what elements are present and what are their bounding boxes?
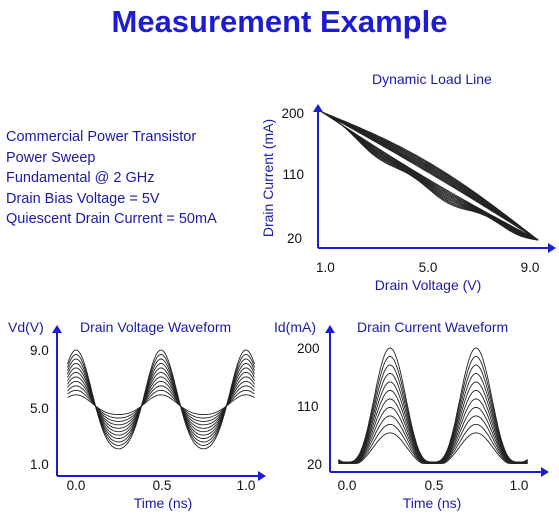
drain-current-trace (338, 347, 528, 463)
page-title: Measurement Example (111, 4, 448, 39)
vd-y-label: Vd(V) (8, 319, 44, 335)
load-line-x-tick-1: 1.0 (316, 260, 335, 275)
id-y-tick-110: 110 (297, 399, 319, 414)
id-x-tick-1: 1.0 (510, 478, 529, 493)
load-line-trace (321, 111, 539, 241)
id-x-arrow (541, 467, 549, 477)
info-line-quiescent: Quiescent Drain Current = 50mA (6, 211, 217, 227)
id-y-label: Id(mA) (274, 319, 316, 335)
load-line-x-label: Drain Voltage (V) (375, 277, 482, 293)
drain-voltage-traces (67, 349, 255, 450)
load-line-y-arrow (313, 104, 323, 112)
id-y-tick-200: 200 (297, 341, 320, 356)
id-y-tick-20: 20 (307, 457, 322, 472)
id-x-tick-0: 0.0 (338, 478, 357, 493)
drain-current-trace (338, 390, 528, 464)
vd-y-tick-9: 9.0 (30, 343, 49, 358)
load-line-traces (321, 111, 539, 241)
vd-y-tick-5: 5.0 (30, 401, 49, 416)
vd-x-tick-05: 0.5 (153, 478, 172, 493)
drain-voltage-trace (67, 349, 255, 450)
drain-current-trace (338, 373, 528, 464)
load-line-y-tick-20: 20 (287, 231, 302, 246)
vd-x-label: Time (ns) (134, 495, 193, 511)
info-line-fundamental: Fundamental @ 2 GHz (6, 170, 155, 186)
vd-x-tick-0: 0.0 (67, 478, 86, 493)
load-line-y-label: Drain Current (mA) (260, 119, 276, 237)
load-line-x-tick-5: 5.0 (419, 260, 438, 275)
id-x-tick-05: 0.5 (425, 478, 444, 493)
measurement-info: Commercial Power Transistor Power Sweep … (6, 127, 217, 230)
info-line-sweep: Power Sweep (6, 149, 96, 166)
drain-voltage-trace (67, 389, 255, 419)
vd-x-arrow (258, 471, 266, 481)
load-line-y-tick-200: 200 (281, 106, 304, 121)
id-y-arrow (325, 325, 335, 333)
id-title: Drain Current Waveform (357, 319, 508, 335)
vd-x-tick-1: 1.0 (237, 478, 256, 493)
vd-title: Drain Voltage Waveform (80, 319, 231, 335)
drain-current-traces (338, 347, 528, 464)
drain-voltage-trace (67, 394, 255, 416)
id-x-label: Time (ns) (403, 495, 462, 511)
load-line-title: Dynamic Load Line (372, 71, 492, 87)
load-line-x-tick-9: 9.0 (521, 260, 540, 275)
info-line-bias: Drain Bias Voltage = 5V (6, 190, 160, 207)
load-line-x-arrow (548, 243, 556, 253)
vd-y-arrow (52, 325, 62, 333)
load-line-y-tick-110: 110 (282, 167, 304, 182)
vd-y-tick-1: 1.0 (30, 457, 49, 472)
info-line-device: Commercial Power Transistor (6, 129, 197, 145)
drain-voltage-trace (67, 385, 255, 422)
